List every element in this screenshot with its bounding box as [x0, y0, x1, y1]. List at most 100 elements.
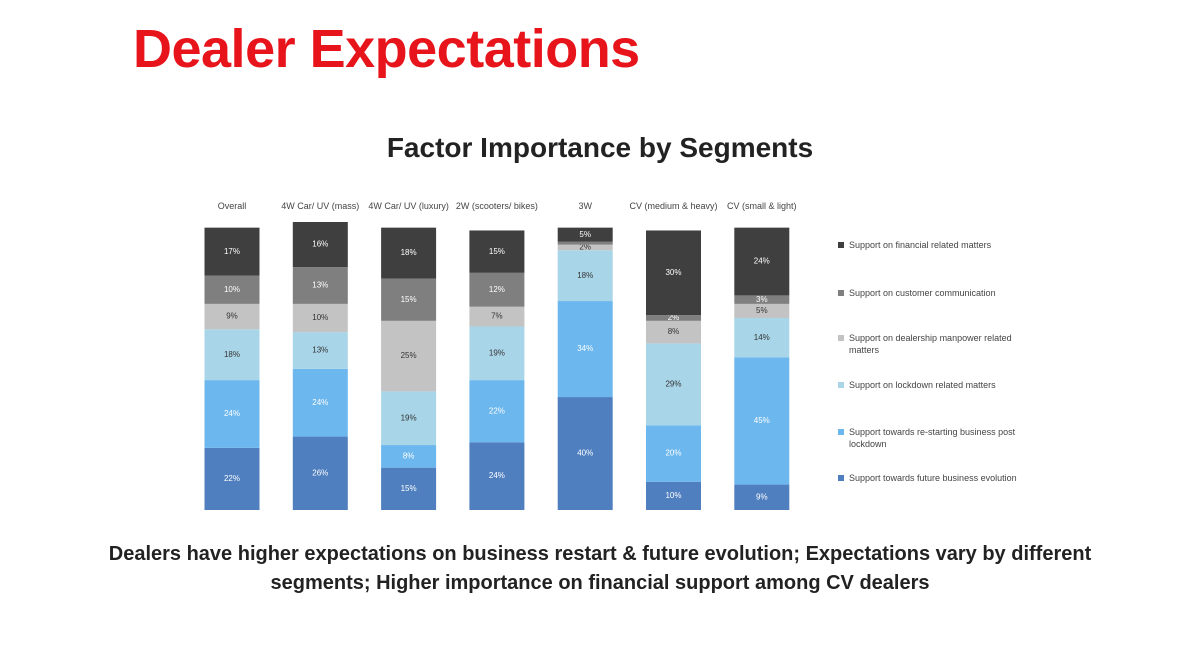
bar-segment [646, 425, 701, 482]
bar-segment [292, 303, 348, 333]
value-label: 15% [401, 295, 417, 304]
bar-segment [381, 467, 437, 510]
bar-segment [646, 315, 701, 321]
value-label: 18% [224, 350, 240, 359]
bar-segment [557, 227, 613, 242]
bar-segment [734, 227, 790, 296]
bar-segment [292, 267, 348, 304]
value-label: 3% [756, 295, 768, 304]
bar-segment [469, 380, 525, 443]
bar-segment [469, 230, 525, 273]
legend-item: Support on dealership manpower related m… [838, 332, 1038, 356]
value-label: 10% [312, 313, 328, 322]
bar-segment [734, 295, 790, 304]
legend-swatch [838, 429, 844, 435]
value-label: 7% [491, 312, 503, 321]
legend-swatch [838, 335, 844, 341]
column-header: 2W (scooters/ bikes) [455, 201, 538, 211]
value-label: 19% [489, 348, 505, 357]
legend-label: Support on financial related matters [849, 240, 992, 250]
value-label: 24% [489, 471, 505, 480]
value-label: 10% [224, 285, 240, 294]
bar-segment [734, 303, 790, 318]
legend-label: Support towards re-starting business pos… [849, 427, 1016, 449]
legend-item: Support on lockdown related matters [838, 379, 1038, 391]
bar-segment [469, 442, 525, 510]
value-label: 24% [312, 398, 328, 407]
bar-segment [646, 230, 701, 316]
value-label: 24% [224, 409, 240, 418]
legend-label: Support on dealership manpower related m… [849, 333, 1012, 355]
bar-segment [381, 227, 437, 279]
bar-segment [646, 320, 701, 344]
bar-segment [204, 329, 260, 381]
bar-segment [557, 244, 613, 251]
value-label: 12% [489, 285, 505, 294]
bar-segment [204, 380, 260, 448]
bar-segment [734, 318, 790, 358]
bar-segment [204, 227, 260, 276]
bar-segment [469, 272, 525, 307]
bar-segment [381, 320, 437, 392]
bar-segment [646, 343, 701, 426]
legend-item: Support on customer communication [838, 287, 1038, 299]
bar-segment [557, 397, 613, 510]
legend-label: Support on lockdown related matters [849, 380, 996, 390]
column-header: CV (small & light) [727, 201, 797, 211]
value-label: 9% [756, 492, 768, 501]
bar-segment [734, 357, 790, 485]
column-header: Overall [217, 201, 247, 211]
legend-swatch [838, 475, 844, 481]
value-label: 22% [224, 474, 240, 483]
legend-item: Support towards re-starting business pos… [838, 426, 1038, 450]
value-label: 18% [401, 248, 417, 257]
bar-segment [204, 447, 260, 510]
value-label: 2% [668, 313, 680, 322]
bar-segment [557, 241, 613, 245]
bar-segment [557, 250, 613, 302]
bar-segment [469, 326, 525, 381]
value-label: 5% [756, 306, 768, 315]
slide-title: Dealer Expectations [133, 19, 640, 79]
legend-label: Support on customer communication [849, 288, 996, 298]
value-label: 26% [312, 468, 328, 477]
bar-segment [292, 368, 348, 437]
value-label: 20% [665, 449, 681, 458]
bar-segment [469, 306, 525, 327]
value-label: 15% [401, 484, 417, 493]
legend-swatch [838, 290, 844, 296]
footnote: Dealers have higher expectations on busi… [108, 543, 1092, 594]
value-label: 40% [577, 449, 593, 458]
bar-segment [557, 301, 613, 398]
value-label: 13% [312, 281, 328, 290]
value-label: 16% [312, 240, 328, 249]
bar-segment [204, 303, 260, 330]
bar-segment [204, 275, 260, 304]
column-header: 4W Car/ UV (luxury) [368, 201, 449, 211]
legend-swatch [838, 242, 844, 248]
value-label: 9% [226, 312, 238, 321]
bar-segment [292, 436, 348, 510]
bar-segment [381, 445, 437, 468]
value-label: 30% [665, 268, 681, 277]
value-label: 5% [579, 230, 591, 239]
value-label: 34% [577, 344, 593, 353]
value-label: 25% [401, 351, 417, 360]
bar-segment [381, 278, 437, 321]
value-label: 13% [312, 346, 328, 355]
column-header: CV (medium & heavy) [629, 201, 718, 211]
value-label: 19% [401, 413, 417, 422]
bar-segment [381, 391, 437, 446]
value-label: 2% [579, 243, 591, 252]
value-label: 22% [489, 406, 505, 415]
legend-label: Support towards future business evolutio… [849, 473, 1017, 483]
value-label: 10% [665, 491, 681, 500]
bar-segment [734, 484, 790, 510]
bar-segment [646, 481, 701, 510]
value-label: 24% [754, 257, 770, 266]
value-label: 18% [577, 271, 593, 280]
value-label: 14% [754, 333, 770, 342]
bar-segment [292, 332, 348, 369]
